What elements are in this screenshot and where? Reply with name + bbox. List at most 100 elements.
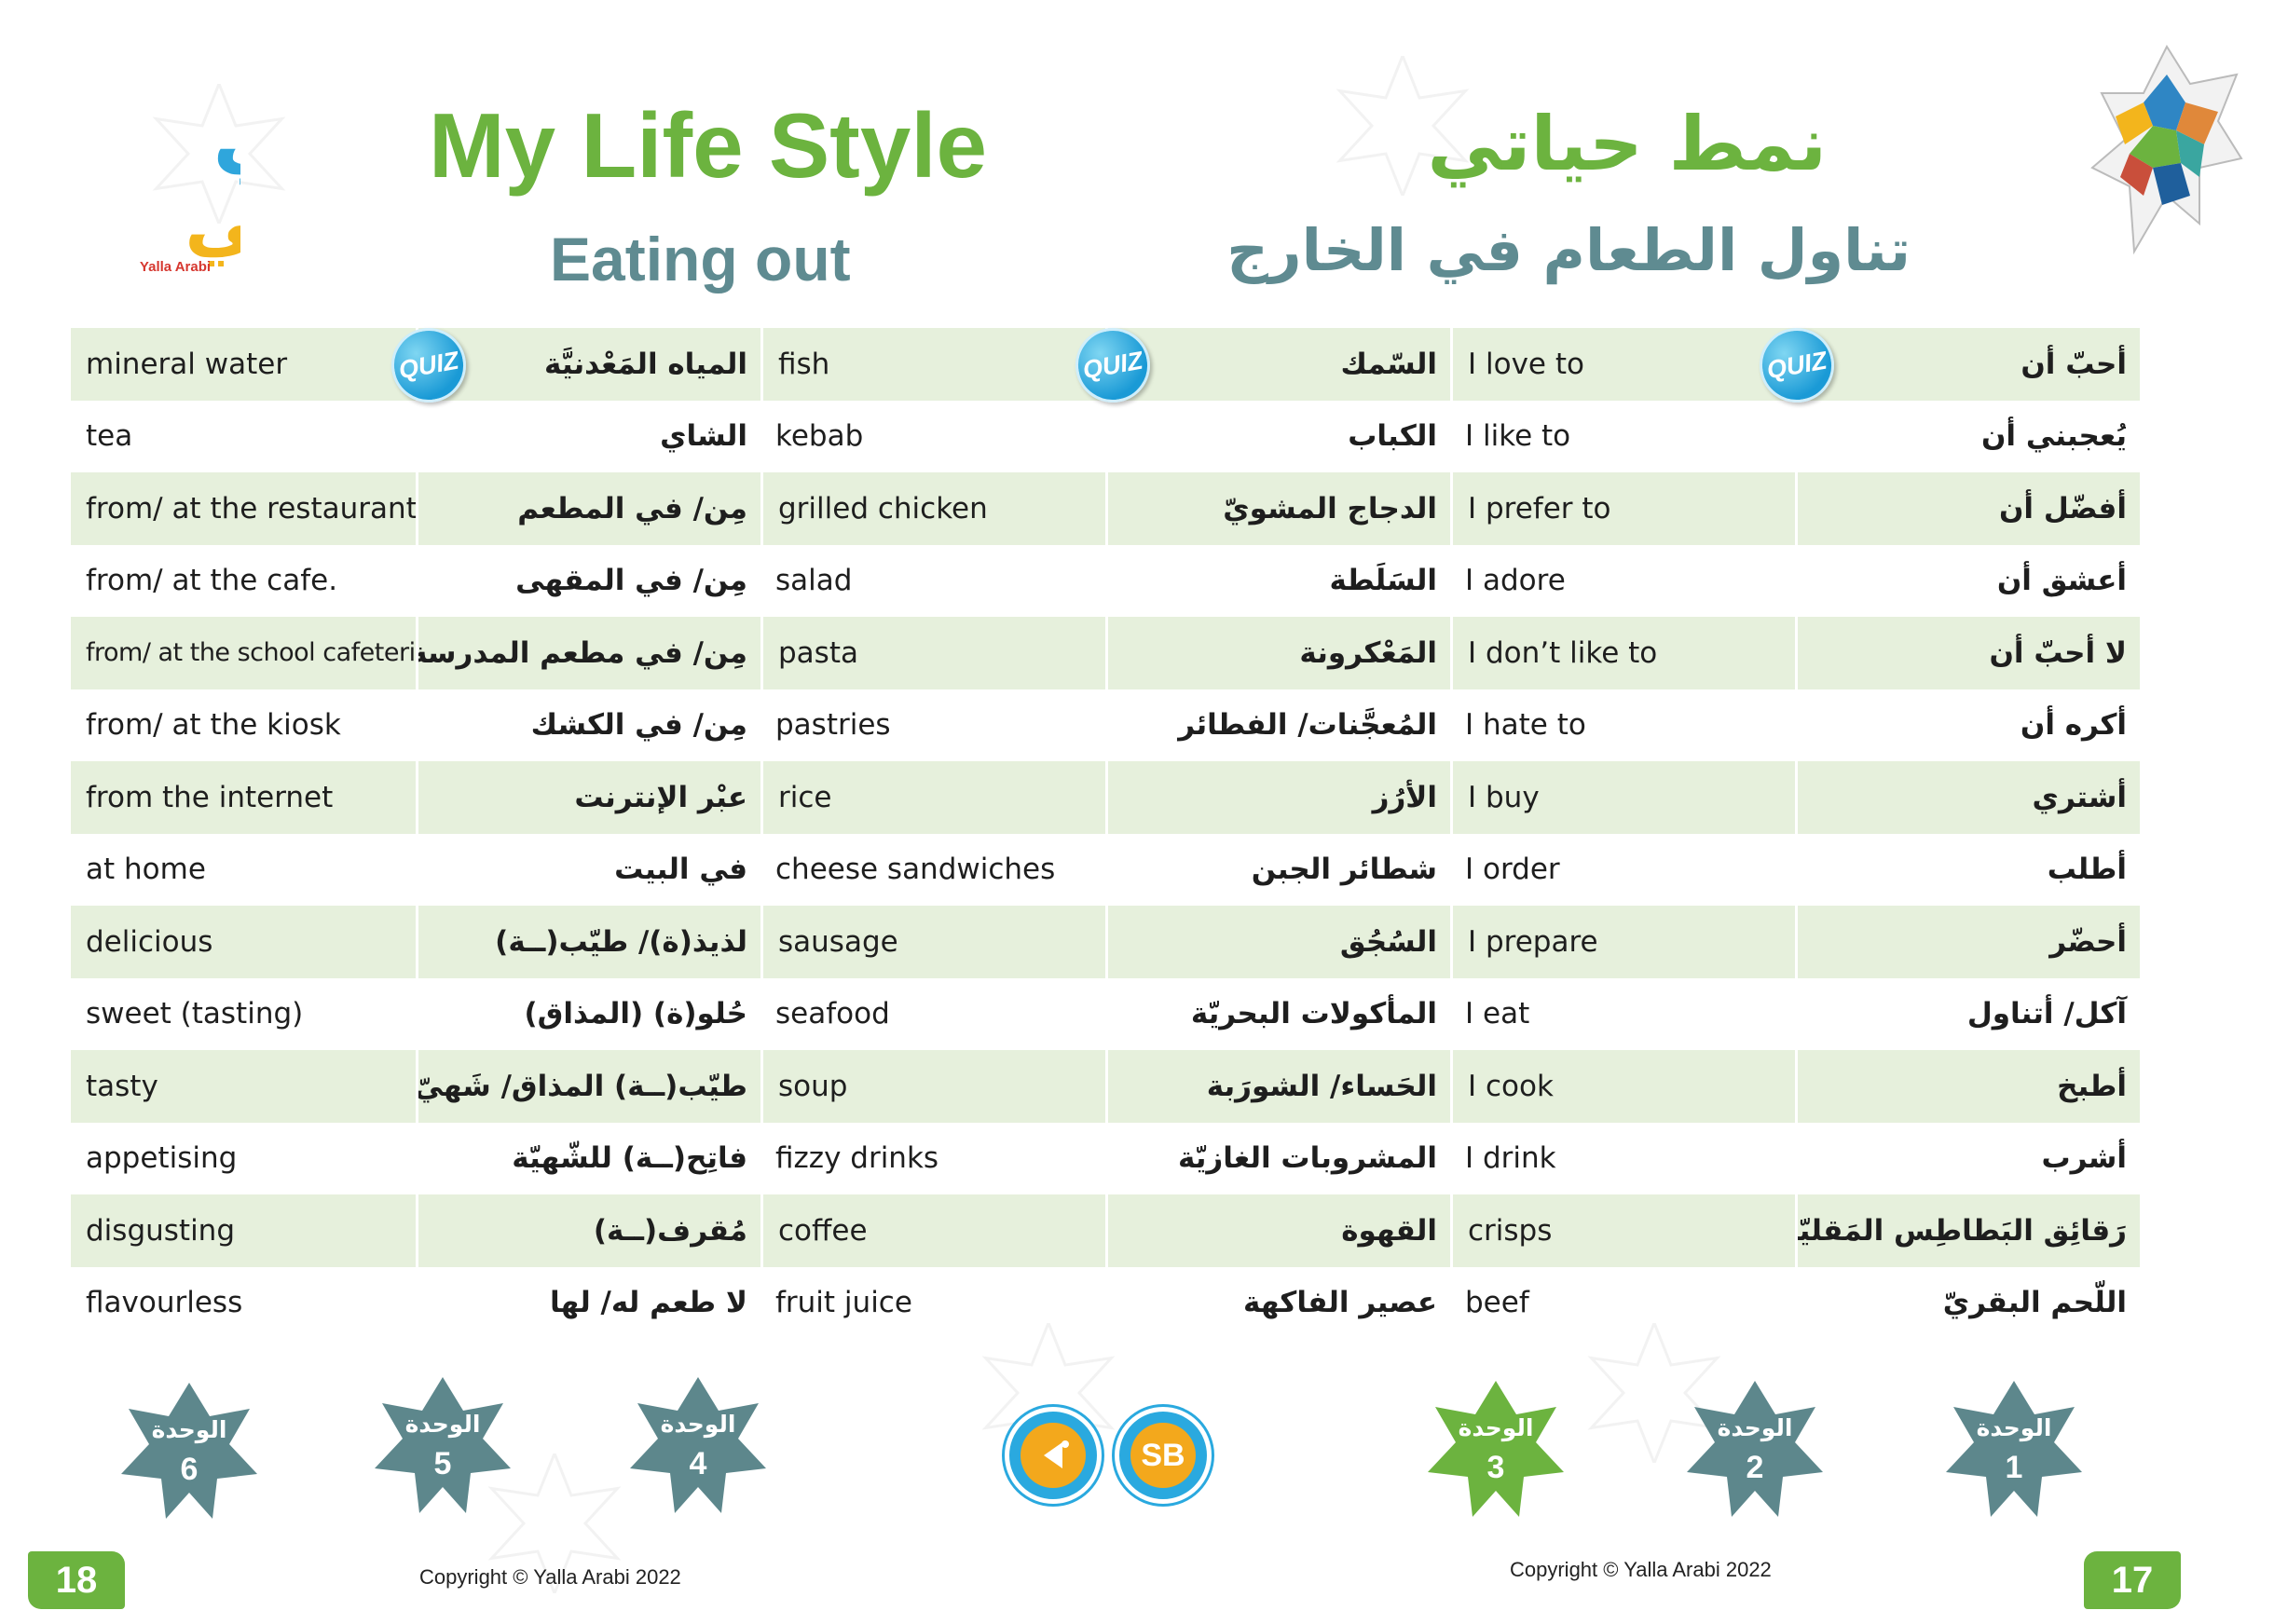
vocab-english: from the internet bbox=[86, 780, 334, 814]
vocab-row: tea الشاي kebab الكباب I like to يُعجبني أن bbox=[71, 401, 2140, 473]
vocab-arabic: رَقائِق البَطاطِس المَقليّة bbox=[1795, 1194, 2140, 1267]
vocab-english: I order bbox=[1465, 853, 1560, 887]
vocab-arabic: أشتري bbox=[1795, 761, 2140, 834]
unit-number: 1 bbox=[2005, 1450, 2023, 1485]
sb-icon: SB bbox=[1130, 1423, 1196, 1488]
vocab-english: beef bbox=[1465, 1286, 1529, 1320]
vocab-english: I eat bbox=[1465, 997, 1530, 1031]
unit-star-icon bbox=[1687, 1381, 1823, 1517]
unit-2-button[interactable]: الوحدة 2 bbox=[1685, 1379, 1825, 1519]
logo-text-arabi: عربي bbox=[185, 178, 240, 266]
vocab-arabic: اللّحم البقريّ bbox=[1942, 1286, 2127, 1320]
vocab-arabic: المُعجَّنات/ الفطائر bbox=[1178, 708, 1437, 743]
vocab-english: I love to bbox=[1450, 328, 1795, 401]
background-star-decoration bbox=[1336, 56, 1470, 196]
vocab-row: from/ at the school cafeteria مِن/ في مطع… bbox=[71, 617, 2140, 689]
background-star-decoration bbox=[1587, 1323, 1721, 1463]
unit-label: الوحدة bbox=[404, 1411, 481, 1438]
page-title-en: My Life Style bbox=[429, 94, 988, 197]
unit-label: الوحدة bbox=[151, 1416, 227, 1443]
vocab-row: disgusting مُقرف(ــة) coffee القهوة crisps رَ… bbox=[71, 1194, 2140, 1267]
unit-4-button[interactable]: الوحدة 4 bbox=[628, 1375, 768, 1515]
vocab-arabic: أفضّل أن bbox=[1795, 472, 2140, 545]
vocab-english: fish bbox=[760, 328, 1105, 401]
vocab-row: from/ at the restaurant مِن/ في المطعم gri… bbox=[71, 472, 2140, 545]
yalla-arabi-logo: يلا عربي عربي Yalla Arabi bbox=[26, 61, 572, 290]
vocab-row: from/ at the cafe. مِن/ في المقهى salad الس… bbox=[71, 545, 2140, 618]
vocab-row: sweet (tasting) حُلو(ة) (المذاق) seafood ال… bbox=[71, 978, 2140, 1051]
vocab-arabic: السّمك bbox=[1105, 328, 1450, 401]
vocab-english: tea bbox=[86, 419, 133, 454]
vocab-row: flavourless لا طعم له/ لها fruit juice عصير… bbox=[71, 1267, 2140, 1340]
vocab-arabic: الكباب bbox=[1348, 419, 1437, 454]
geometric-emblem-icon bbox=[2090, 44, 2243, 255]
vocab-english: delicious bbox=[86, 924, 213, 959]
unit-number: 5 bbox=[433, 1446, 452, 1481]
vocab-english: I prefer to bbox=[1450, 472, 1795, 545]
vocab-english: I don’t like to bbox=[1450, 617, 1795, 689]
vocab-english: sausage bbox=[760, 906, 1105, 978]
page-subtitle-ar: تناول الطعام في الخارج bbox=[1226, 216, 1911, 284]
copyright-left: Copyright © Yalla Arabi 2022 bbox=[419, 1565, 681, 1589]
vocab-english: I prepare bbox=[1450, 906, 1795, 978]
vocab-arabic: مِن/ في المطعم bbox=[416, 472, 760, 545]
background-star-decoration bbox=[981, 1323, 1116, 1463]
vocab-english: from/ at the school cafeteria bbox=[86, 638, 416, 668]
vocab-english: crisps bbox=[1450, 1194, 1795, 1267]
vocab-row: appetising فاتِح(ــة) للشّهيّة fizzy drink… bbox=[71, 1123, 2140, 1195]
vocab-arabic: لا طعم له/ لها bbox=[550, 1286, 747, 1320]
vocab-row: tasty طيّب(ــة) المذاق/ شَهيّ(ــة)soupالح… bbox=[71, 1050, 2140, 1123]
vocab-row: from/ at the kiosk مِن/ في الكشك pastries ا… bbox=[71, 689, 2140, 762]
unit-label: الوحدة bbox=[1717, 1414, 1793, 1441]
audio-play-button[interactable] bbox=[1005, 1407, 1102, 1504]
vocab-english: fruit juice bbox=[775, 1286, 912, 1320]
page-title-ar: نمط حياتي bbox=[1427, 101, 1827, 187]
vocab-arabic: المياه المَعْدنيَّة bbox=[416, 328, 760, 401]
vocab-english: I adore bbox=[1465, 564, 1566, 598]
vocab-english: salad bbox=[775, 564, 853, 598]
vocab-arabic: حُلو(ة) (المذاق) bbox=[524, 997, 748, 1031]
vocab-arabic: السُجُق bbox=[1105, 906, 1450, 978]
vocab-english: I like to bbox=[1465, 419, 1571, 454]
vocab-arabic: أطلب bbox=[2047, 853, 2127, 887]
unit-label: الوحدة bbox=[1458, 1414, 1534, 1441]
vocab-arabic: أعشق أن bbox=[1996, 564, 2127, 598]
vocab-english: seafood bbox=[775, 997, 890, 1031]
unit-5-button[interactable]: الوحدة 5 bbox=[373, 1375, 513, 1515]
vocabulary-table: mineral water المياه المَعْدنيَّة fish السّ… bbox=[71, 328, 2140, 1339]
unit-6-button[interactable]: الوحدة 6 bbox=[119, 1381, 259, 1521]
vocab-arabic: آكل/ أتناول bbox=[1966, 997, 2127, 1031]
vocab-arabic: يُعجبني أن bbox=[1980, 419, 2127, 454]
vocab-english: I cook bbox=[1450, 1050, 1795, 1123]
unit-1-button[interactable]: الوحدة 1 bbox=[1944, 1379, 2084, 1519]
vocab-arabic: فاتِح(ــة) للشّهيّة bbox=[512, 1141, 747, 1176]
vocab-arabic: الحَساء/ الشورَبة bbox=[1105, 1050, 1450, 1123]
unit-label: الوحدة bbox=[1976, 1414, 2052, 1441]
vocab-english: sweet (tasting) bbox=[86, 997, 304, 1031]
vocab-arabic: أحضّر bbox=[1795, 906, 2140, 978]
vocab-arabic: المأكولات البحريّة bbox=[1190, 997, 1437, 1031]
unit-number: 3 bbox=[1486, 1450, 1505, 1485]
vocab-english: from/ at the kiosk bbox=[86, 708, 341, 743]
unit-number: 4 bbox=[689, 1446, 707, 1481]
vocab-arabic: الدجاج المشويّ bbox=[1105, 472, 1450, 545]
unit-star-icon bbox=[121, 1383, 257, 1519]
vocab-arabic: أحبّ أن bbox=[1795, 328, 2140, 401]
student-book-button[interactable]: SB bbox=[1115, 1407, 1212, 1504]
vocab-arabic: لذيذ(ة)/ طيّب(ــة) bbox=[416, 906, 760, 978]
page-number-right: 17 bbox=[2084, 1551, 2181, 1609]
copyright-right: Copyright © Yalla Arabi 2022 bbox=[1510, 1558, 1772, 1581]
page-number-left: 18 bbox=[28, 1551, 125, 1609]
vocab-arabic: القهوة bbox=[1105, 1194, 1450, 1267]
vocab-english: from/ at the restaurant bbox=[86, 491, 416, 525]
background-star-decoration bbox=[487, 1453, 622, 1593]
unit-3-button[interactable]: الوحدة 3 bbox=[1426, 1379, 1566, 1519]
vocab-english: cheese sandwiches bbox=[775, 853, 1056, 887]
vocab-english: I hate to bbox=[1465, 708, 1586, 743]
vocab-arabic: عبْر الإنترنت bbox=[416, 761, 760, 834]
unit-number: 6 bbox=[180, 1452, 199, 1487]
unit-number: 2 bbox=[1746, 1450, 1764, 1485]
vocab-arabic: أشرب bbox=[2041, 1141, 2127, 1176]
logo-text-en: Yalla Arabi bbox=[140, 259, 211, 275]
unit-label: الوحدة bbox=[660, 1411, 736, 1438]
